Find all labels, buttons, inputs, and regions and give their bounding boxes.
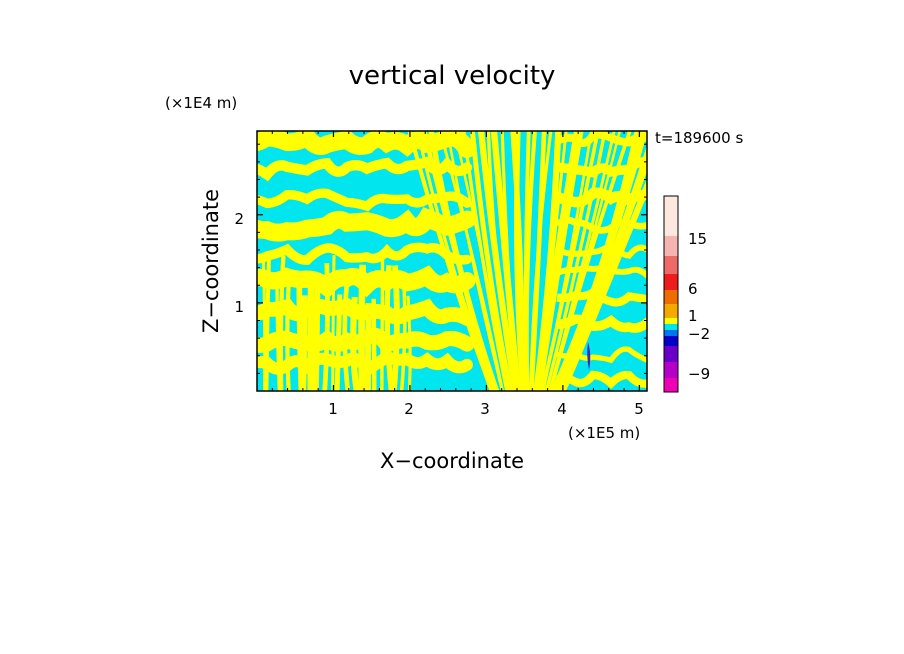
colorbar-swatch — [664, 236, 678, 256]
yellow-stripe — [462, 131, 509, 391]
yellow-streak — [331, 254, 336, 391]
yellow-band — [257, 207, 476, 242]
yellow-band — [257, 350, 473, 379]
yellow-stripe — [469, 131, 513, 391]
y-axis-ticks — [257, 143, 647, 374]
colorbar-label: 1 — [688, 307, 698, 325]
yellow-band — [257, 156, 473, 182]
y-tick-label: 2 — [234, 210, 244, 228]
yellow-stripe — [500, 131, 520, 391]
x-tick-label: 5 — [634, 400, 644, 418]
yellow-band — [556, 287, 647, 307]
yellow-stripe — [407, 131, 495, 391]
yellow-band — [555, 240, 647, 259]
x-unit-label: (×1E5 m) — [568, 424, 640, 442]
negative-core — [587, 342, 591, 370]
yellow-streak — [350, 296, 360, 391]
yellow-stripe — [524, 131, 537, 391]
yellow-streak — [364, 303, 372, 391]
yellow-stripe — [529, 131, 553, 391]
plot-field — [257, 131, 647, 391]
colorbar-swatch — [664, 274, 678, 290]
yellow-streak — [285, 270, 292, 391]
colorbar-swatch — [664, 324, 678, 330]
yellow-streak — [358, 264, 367, 391]
colorbar-label: −2 — [688, 325, 710, 343]
yellow-stripe — [559, 178, 647, 391]
yellow-band — [555, 265, 647, 280]
colorbar-label: −9 — [688, 365, 710, 383]
yellow-stripe — [535, 131, 584, 391]
yellow-streak — [380, 256, 385, 391]
yellow-band — [554, 216, 647, 234]
colorbar-swatch — [664, 256, 678, 274]
yellow-streak — [384, 265, 395, 391]
y-tick-label: 1 — [234, 298, 244, 316]
x-tick-label: 3 — [480, 400, 490, 418]
yellow-band — [555, 370, 647, 390]
yellow-streak — [334, 294, 343, 391]
colorbar-swatch — [664, 290, 678, 304]
colorbar-frame — [663, 195, 679, 393]
yellow-band — [555, 131, 647, 148]
colorbar-swatch — [664, 336, 678, 346]
time-label: t=189600 s — [655, 129, 743, 147]
plot-frame — [256, 130, 648, 392]
colorbar — [664, 196, 678, 392]
yellow-streak — [322, 262, 330, 391]
colorbar-swatch — [664, 330, 678, 336]
yellow-band — [257, 242, 472, 265]
colorbar-swatch — [664, 378, 678, 392]
y-unit-label: (×1E4 m) — [165, 94, 237, 112]
colorbar-swatch — [664, 362, 678, 378]
yellow-streak — [342, 283, 351, 391]
colorbar-swatch — [664, 346, 678, 362]
yellow-streak — [300, 295, 308, 391]
colorbar-swatch — [664, 304, 678, 318]
yellow-stripe — [446, 131, 504, 391]
yellow-band — [556, 314, 647, 333]
x-tick-label: 2 — [404, 400, 414, 418]
colorbar-swatch — [664, 318, 678, 324]
yellow-stripe — [428, 131, 500, 391]
yellow-streak — [390, 265, 400, 391]
x-tick-label: 4 — [557, 400, 567, 418]
yellow-band — [257, 265, 476, 299]
x-axis-title: X−coordinate — [380, 449, 524, 473]
yellow-band — [556, 157, 647, 178]
velocity-bands — [257, 131, 647, 391]
x-tick-label: 1 — [328, 400, 338, 418]
yellow-stripe — [486, 131, 516, 391]
colorbar-swatch — [664, 196, 678, 236]
yellow-band — [556, 346, 647, 364]
yellow-streak — [278, 255, 286, 391]
yellow-band — [554, 187, 647, 208]
yellow-streak — [399, 274, 407, 391]
yellow-streak — [264, 258, 271, 391]
yellow-streak — [312, 280, 321, 391]
yellow-streak — [261, 259, 267, 391]
colorbar-label: 15 — [688, 230, 707, 248]
yellow-streak — [371, 298, 377, 391]
chart-title: vertical velocity — [349, 61, 556, 91]
colorbar-label: 6 — [688, 280, 698, 298]
y-axis-title: Z−coordinate — [199, 189, 223, 333]
x-axis-ticks — [271, 131, 640, 391]
yellow-stripe — [513, 131, 526, 391]
